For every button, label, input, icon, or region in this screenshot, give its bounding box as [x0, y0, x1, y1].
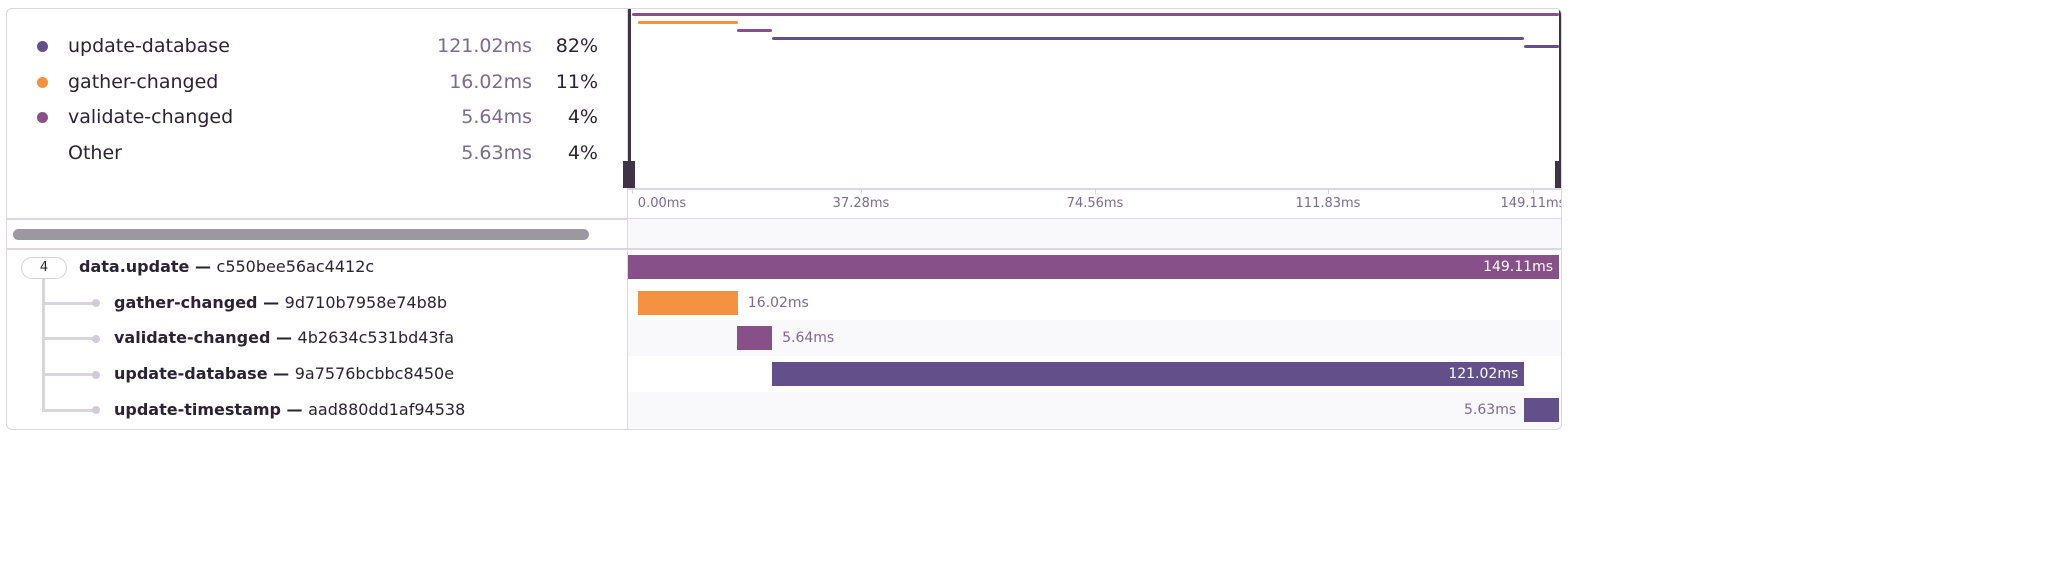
axis-tick — [632, 188, 633, 194]
span-tree-row[interactable]: update-database — 9a7576bcbbc8450e — [114, 356, 454, 392]
minimap-right-edge — [1559, 9, 1561, 188]
span-bar-row[interactable]: 121.02ms — [628, 356, 1561, 392]
tree-node-icon — [92, 334, 100, 343]
legend-duration: 121.02ms — [437, 35, 532, 57]
span-separator: — — [189, 257, 217, 276]
span-bar-row[interactable]: 149.11ms — [628, 249, 1561, 285]
minimap-left-handle[interactable] — [623, 161, 635, 188]
tree-connector — [42, 301, 94, 305]
legend-percent: 82% — [555, 35, 598, 57]
span-duration: 5.63ms — [1464, 401, 1517, 418]
span-op: update-timestamp — [114, 399, 281, 419]
legend-duration: 5.64ms — [461, 106, 532, 128]
axis-tick-label: 0.00ms — [637, 196, 687, 211]
span-tree-row[interactable]: update-timestamp — aad880dd1af94538 — [114, 392, 465, 428]
span-id: 4b2634c531bd43fa — [297, 328, 455, 348]
minimap[interactable] — [623, 9, 1561, 188]
span-separator: — — [267, 364, 295, 384]
span-bar[interactable] — [771, 362, 1525, 387]
legend-row: gather-changed 16.02ms 11% — [7, 65, 628, 101]
legend-percent: 4% — [567, 141, 598, 164]
span-separator: — — [257, 292, 285, 312]
trace-view: update-database 121.02ms 82% gather-change… — [6, 8, 1562, 430]
span-tree-row[interactable]: gather-changed — 9d710b7958e74b8b — [114, 285, 447, 321]
span-duration: 16.02ms — [747, 294, 809, 311]
span-id: aad880dd1af94538 — [308, 399, 466, 419]
collapse-children-button[interactable]: 4 — [21, 257, 67, 279]
axis-tick — [861, 188, 862, 194]
span-tree-row[interactable]: data.update — c550bee56ac4412c — [79, 249, 374, 285]
minimap-right-handle[interactable] — [1555, 161, 1561, 188]
span-id: c550bee56ac4412c — [216, 257, 375, 276]
tree-node-icon — [92, 406, 100, 415]
axis-tick-label: 74.56ms — [1066, 196, 1124, 211]
span-op: gather-changed — [114, 292, 258, 312]
ops-breakdown-legend: update-database 121.02ms 82% gather-change… — [7, 29, 628, 171]
legend-row: Other 5.63ms 4% — [7, 136, 628, 172]
tree-connector — [42, 408, 94, 412]
minimap-span — [632, 13, 1559, 16]
legend-row: validate-changed 5.64ms 4% — [7, 100, 628, 136]
axis-tick-label: 111.83ms — [1295, 196, 1361, 211]
legend-percent: 4% — [567, 106, 598, 128]
axis-tick — [1533, 188, 1534, 194]
tree-node-icon — [92, 370, 100, 379]
legend-dot-icon — [37, 41, 48, 52]
legend-name: update-database — [68, 35, 230, 57]
axis-tick — [1328, 188, 1329, 194]
minimap-span — [1524, 45, 1560, 48]
tree-node-icon — [92, 299, 100, 308]
legend-duration: 5.63ms — [461, 141, 532, 164]
axis-tick — [1095, 188, 1096, 194]
axis-tick-label: 149.11ms — [1500, 196, 1562, 211]
span-bar-row[interactable]: 5.63ms — [628, 391, 1561, 428]
legend-percent: 11% — [555, 70, 598, 93]
right-panel: 0.00ms 37.28ms 74.56ms 111.83ms 149.11ms 149… — [623, 9, 1562, 429]
legend-row: update-database 121.02ms 82% — [7, 29, 628, 65]
tree-connector — [42, 373, 94, 377]
tree-connector — [42, 279, 45, 412]
span-bar[interactable] — [628, 255, 1559, 279]
divider — [628, 188, 1561, 190]
legend-dot-icon — [37, 76, 48, 88]
scrollbar-track — [628, 219, 1561, 248]
span-duration: 149.11ms — [1483, 259, 1553, 275]
left-panel: update-database 121.02ms 82% gather-change… — [7, 9, 628, 429]
time-axis: 0.00ms 37.28ms 74.56ms 111.83ms 149.11ms — [628, 188, 1562, 218]
span-id: 9a7576bcbbc8450e — [294, 364, 455, 384]
legend-dot-icon — [37, 112, 48, 123]
minimap-left-edge — [628, 9, 631, 188]
horizontal-scrollbar[interactable] — [13, 229, 589, 240]
span-op: update-database — [114, 364, 268, 384]
span-bar[interactable] — [1524, 397, 1560, 422]
span-bar[interactable] — [737, 326, 773, 351]
legend-duration: 16.02ms — [449, 70, 532, 93]
span-bar-row[interactable]: 16.02ms — [628, 285, 1561, 321]
span-op: data.update — [79, 257, 190, 276]
span-duration: 121.02ms — [1448, 366, 1519, 383]
minimap-span — [638, 21, 738, 24]
minimap-span — [771, 37, 1525, 40]
legend-name: Other — [68, 141, 122, 164]
span-separator: — — [280, 399, 309, 419]
span-bar-row[interactable]: 5.64ms — [628, 320, 1561, 357]
span-tree-row[interactable]: validate-changed — 4b2634c531bd43fa — [114, 320, 454, 356]
legend-name: gather-changed — [68, 70, 219, 93]
minimap-span — [737, 29, 773, 32]
span-bar[interactable] — [638, 290, 738, 315]
span-op: validate-changed — [114, 328, 271, 348]
tree-connector — [42, 337, 94, 341]
divider — [7, 218, 1561, 220]
legend-name: validate-changed — [68, 106, 234, 128]
span-separator: — — [270, 328, 298, 348]
axis-tick-label: 37.28ms — [832, 196, 890, 211]
span-id: 9d710b7958e74b8b — [284, 292, 448, 312]
divider — [7, 248, 1561, 250]
span-duration: 5.64ms — [782, 330, 835, 347]
